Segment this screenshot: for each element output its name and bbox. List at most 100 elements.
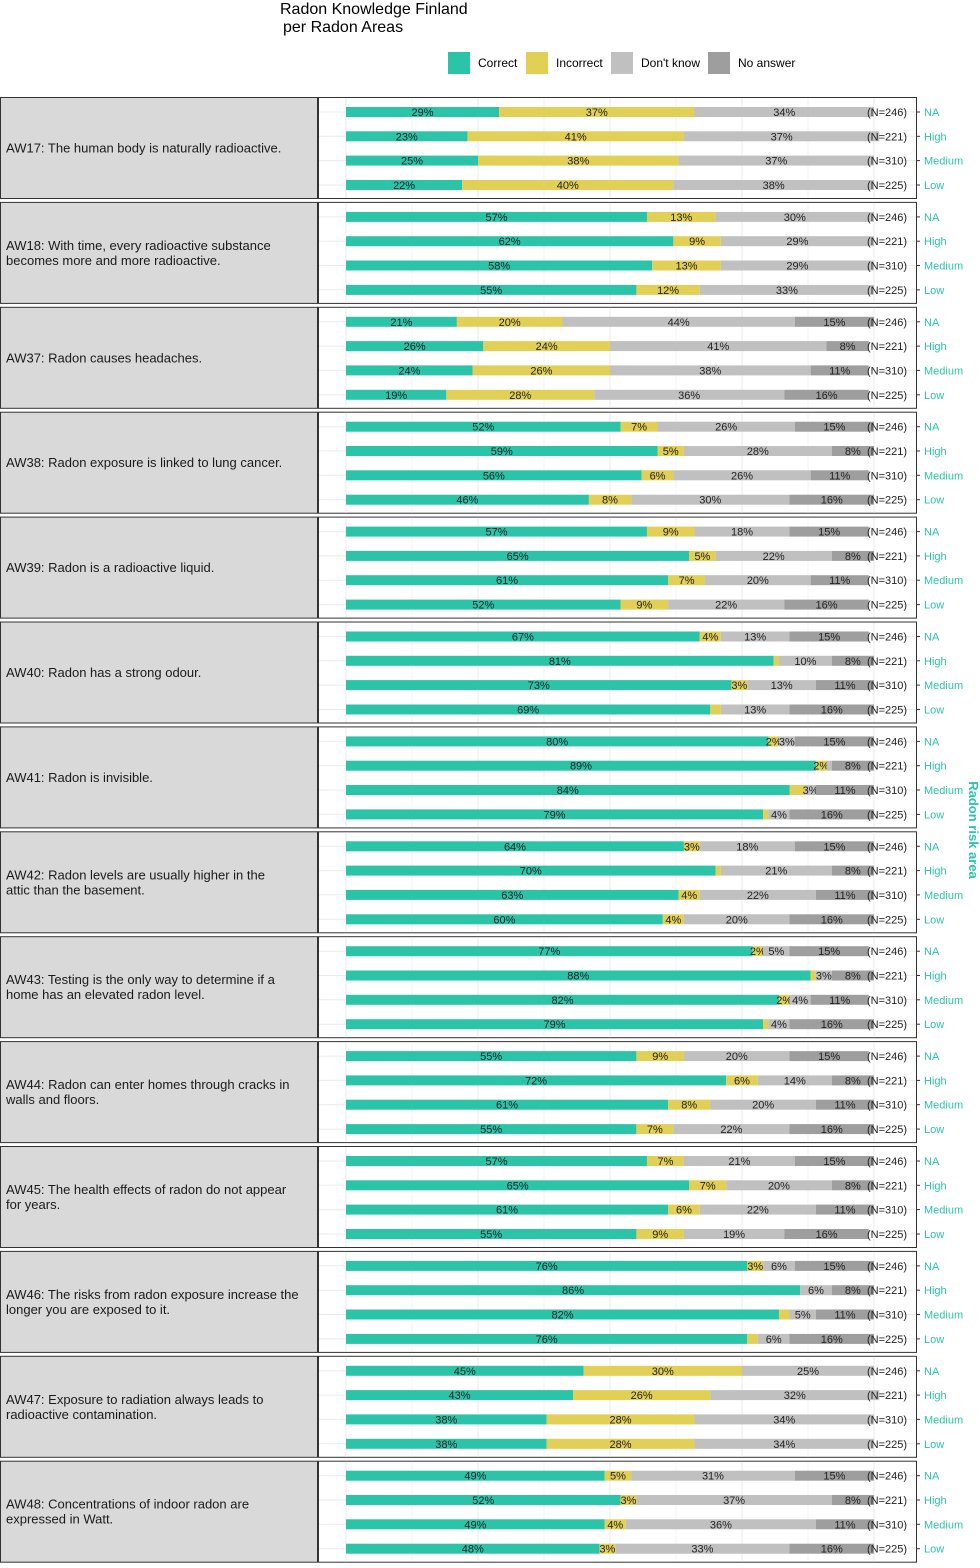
sample-size-label: (N=310) xyxy=(867,890,907,902)
bar-label: 6% xyxy=(766,1334,782,1346)
bar-segment xyxy=(689,1180,727,1191)
bar-label: 5% xyxy=(663,446,679,458)
bar-segment xyxy=(478,155,679,166)
bar-segment xyxy=(346,760,816,771)
bar-label: 19% xyxy=(723,1229,745,1241)
question-label: expressed in Watt. xyxy=(6,1512,113,1527)
bar-label: 28% xyxy=(747,446,769,458)
question-label: AW43: Testing is the only way to determi… xyxy=(6,972,276,987)
bar-segment xyxy=(546,1438,695,1449)
bar-segment xyxy=(668,1099,711,1110)
bar-label: 9% xyxy=(652,1229,668,1241)
bar-label: 55% xyxy=(480,1124,502,1136)
question-label: AW41: Radon is invisible. xyxy=(6,770,153,785)
bar-label: 7% xyxy=(647,1124,663,1136)
question-label-strip xyxy=(0,201,318,304)
sample-size-label: (N=221) xyxy=(867,1075,907,1087)
question-label: AW18: With time, every radioactive subst… xyxy=(6,238,271,253)
bar-segment xyxy=(778,736,795,747)
area-label: NA xyxy=(924,841,940,853)
area-label: Medium xyxy=(924,261,963,273)
bar-label: 15% xyxy=(818,1051,840,1063)
bar-segment xyxy=(694,1438,874,1449)
bar-segment xyxy=(346,1333,748,1344)
bar-label: 8% xyxy=(845,1495,861,1507)
question-label: AW42: Radon levels are usually higher in… xyxy=(6,867,265,882)
bar-segment xyxy=(794,1156,874,1166)
question-label: longer you are exposed to it. xyxy=(6,1302,170,1317)
bar-label: 38% xyxy=(567,156,589,168)
bar-segment xyxy=(588,494,632,505)
area-label: Medium xyxy=(924,890,963,902)
bar-segment xyxy=(752,946,764,957)
bar-label: 5% xyxy=(795,1310,811,1322)
bar-label: 26% xyxy=(404,341,426,353)
bar-segment xyxy=(668,575,706,586)
bar-label: 77% xyxy=(538,946,560,958)
bar-label: 8% xyxy=(602,495,618,507)
bar-label: 13% xyxy=(670,212,692,224)
bar-segment xyxy=(699,631,721,642)
bar-label: 59% xyxy=(491,446,513,458)
bar-segment xyxy=(747,1333,758,1344)
bar-label: 25% xyxy=(797,1366,819,1378)
bar-label: 36% xyxy=(710,1519,732,1531)
bar-label: 16% xyxy=(821,1124,843,1136)
bar-label: 3% xyxy=(816,971,832,983)
area-label: NA xyxy=(924,317,940,329)
bar-label: 5% xyxy=(694,551,710,563)
bar-segment xyxy=(636,1124,674,1135)
sample-size-label: (N=310) xyxy=(867,1100,907,1112)
bar-segment xyxy=(815,970,832,981)
bar-label: 13% xyxy=(744,632,766,644)
bar-segment xyxy=(604,1519,626,1530)
sample-size-label: (N=310) xyxy=(867,1414,907,1426)
area-label: High xyxy=(924,446,947,458)
bar-label: 33% xyxy=(776,285,798,297)
bar-segment xyxy=(625,1519,816,1530)
bar-label: 34% xyxy=(773,107,795,119)
bar-segment xyxy=(815,680,874,691)
bar-label: 8% xyxy=(845,866,861,878)
area-label: Low xyxy=(924,914,944,926)
question-label: AW47: Exposure to radiation always leads… xyxy=(6,1392,264,1407)
bar-label: 49% xyxy=(464,1471,486,1483)
bar-label: 25% xyxy=(401,156,423,168)
question-panel: AW48: Concentrations of indoor radon are… xyxy=(0,1460,963,1563)
area-label: High xyxy=(924,551,947,563)
bar-label: 29% xyxy=(412,107,434,119)
bar-label: 11% xyxy=(834,1310,855,1322)
question-label: walls and floors. xyxy=(5,1092,99,1107)
sample-size-label: (N=221) xyxy=(867,446,907,458)
sample-size-label: (N=221) xyxy=(867,1390,907,1402)
sample-size-label: (N=310) xyxy=(867,1205,907,1217)
bar-segment xyxy=(346,655,774,666)
bar-label: 8% xyxy=(840,341,856,353)
bar-label: 3% xyxy=(621,1495,637,1507)
bar-label: 30% xyxy=(784,212,806,224)
bar-label: 80% xyxy=(546,736,568,748)
area-label: Medium xyxy=(924,156,963,168)
bar-label: 4% xyxy=(702,632,718,644)
sample-size-label: (N=225) xyxy=(867,1544,907,1556)
sample-size-label: (N=246) xyxy=(867,527,907,539)
bar-segment xyxy=(794,1470,874,1481)
bar-segment xyxy=(815,1099,874,1110)
question-label-strip xyxy=(0,726,318,829)
bar-label: 15% xyxy=(818,527,840,539)
bar-label: 20% xyxy=(726,1051,748,1063)
bar-label: 16% xyxy=(821,809,843,821)
bar-segment xyxy=(673,236,721,247)
bar-label: 6% xyxy=(808,1285,824,1297)
bar-label: 65% xyxy=(507,1180,529,1192)
sample-size-label: (N=225) xyxy=(867,1229,907,1241)
area-label: Medium xyxy=(924,365,963,377)
bar-segment xyxy=(773,655,779,666)
area-label: Medium xyxy=(924,1310,963,1322)
question-panel: AW17: The human body is naturally radioa… xyxy=(0,97,963,199)
bar-segment xyxy=(747,1260,764,1271)
question-panel: AW38: Radon exposure is linked to lung c… xyxy=(0,411,963,514)
bar-label: 21% xyxy=(728,1156,750,1168)
bar-segment xyxy=(346,180,463,190)
bar-segment xyxy=(668,1204,700,1215)
